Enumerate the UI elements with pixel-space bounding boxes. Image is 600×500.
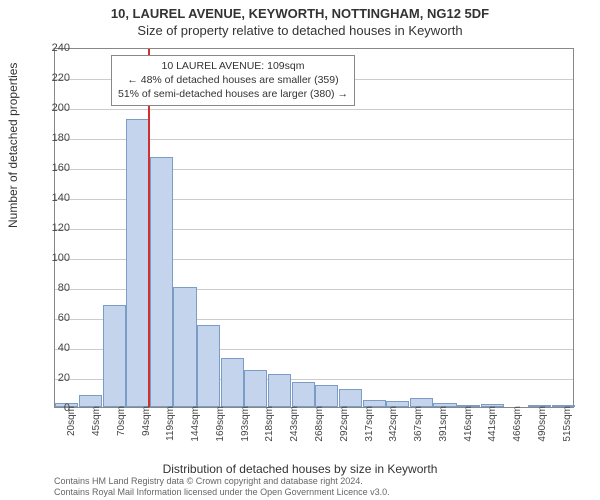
- y-tick-label: 200: [40, 102, 70, 114]
- histogram-bar: [197, 325, 220, 408]
- annotation-line1: 10 LAUREL AVENUE: 109sqm: [118, 59, 348, 73]
- x-tick-label: 490sqm: [537, 406, 548, 456]
- y-tick-label: 80: [40, 282, 70, 294]
- histogram-bar: [103, 305, 126, 407]
- x-axis-label: Distribution of detached houses by size …: [0, 462, 600, 476]
- x-tick-label: 342sqm: [388, 406, 399, 456]
- y-tick-label: 240: [40, 42, 70, 54]
- footer-attribution: Contains HM Land Registry data © Crown c…: [54, 476, 390, 498]
- x-tick-label: 391sqm: [438, 406, 449, 456]
- x-tick-label: 268sqm: [314, 406, 325, 456]
- y-tick-label: 100: [40, 252, 70, 264]
- histogram-bar: [221, 358, 244, 408]
- x-tick-label: 169sqm: [215, 406, 226, 456]
- annotation-line3: 51% of semi-detached houses are larger (…: [118, 87, 348, 101]
- y-tick-label: 60: [40, 312, 70, 324]
- footer-line1: Contains HM Land Registry data © Crown c…: [54, 476, 390, 487]
- y-tick-label: 120: [40, 222, 70, 234]
- y-axis-label: Number of detached properties: [6, 63, 20, 228]
- histogram-bar: [315, 385, 338, 408]
- title-subtitle: Size of property relative to detached ho…: [0, 23, 600, 40]
- y-tick-label: 140: [40, 192, 70, 204]
- x-tick-label: 45sqm: [91, 406, 102, 456]
- annotation-box: 10 LAUREL AVENUE: 109sqm ← 48% of detach…: [111, 55, 355, 106]
- y-tick-label: 40: [40, 342, 70, 354]
- histogram-bar: [339, 389, 362, 407]
- histogram-bar: [150, 157, 173, 408]
- histogram-bar: [268, 374, 291, 407]
- x-tick-label: 20sqm: [66, 406, 77, 456]
- x-tick-label: 94sqm: [141, 406, 152, 456]
- x-tick-label: 70sqm: [116, 406, 127, 456]
- x-tick-label: 218sqm: [264, 406, 275, 456]
- x-tick-label: 292sqm: [339, 406, 350, 456]
- x-tick-label: 416sqm: [463, 406, 474, 456]
- x-tick-label: 317sqm: [364, 406, 375, 456]
- gridline-h: [55, 109, 573, 110]
- y-tick-label: 220: [40, 72, 70, 84]
- title-block: 10, LAUREL AVENUE, KEYWORTH, NOTTINGHAM,…: [0, 0, 600, 40]
- histogram-bar: [173, 287, 196, 407]
- title-address: 10, LAUREL AVENUE, KEYWORTH, NOTTINGHAM,…: [0, 6, 600, 23]
- x-tick-label: 144sqm: [190, 406, 201, 456]
- y-tick-label: 160: [40, 162, 70, 174]
- footer-line2: Contains Royal Mail Information licensed…: [54, 487, 390, 498]
- annotation-line2: ← 48% of detached houses are smaller (35…: [118, 73, 348, 87]
- x-tick-label: 119sqm: [165, 406, 176, 456]
- x-tick-label: 243sqm: [289, 406, 300, 456]
- y-tick-label: 20: [40, 372, 70, 384]
- x-tick-label: 193sqm: [240, 406, 251, 456]
- chart-container: 10, LAUREL AVENUE, KEYWORTH, NOTTINGHAM,…: [0, 0, 600, 500]
- x-tick-label: 367sqm: [413, 406, 424, 456]
- x-tick-label: 441sqm: [487, 406, 498, 456]
- histogram-bar: [292, 382, 315, 408]
- histogram-bar: [244, 370, 267, 408]
- y-tick-label: 180: [40, 132, 70, 144]
- x-tick-label: 466sqm: [512, 406, 523, 456]
- histogram-bar: [126, 119, 149, 407]
- chart-plot-area: 10 LAUREL AVENUE: 109sqm ← 48% of detach…: [54, 48, 574, 408]
- x-tick-label: 515sqm: [562, 406, 573, 456]
